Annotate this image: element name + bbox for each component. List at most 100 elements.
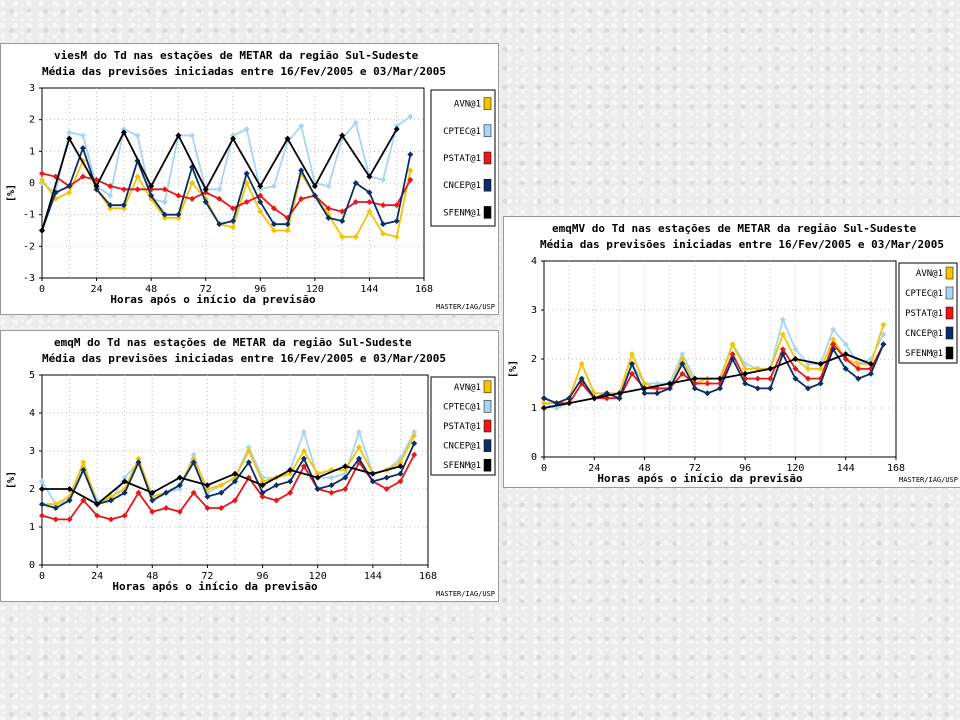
series-line-pstat (41, 454, 416, 521)
data-point-cncep (792, 375, 799, 382)
data-point-cncep (149, 497, 156, 504)
data-point-avn (300, 448, 307, 454)
data-point-cncep (779, 351, 786, 358)
legend-label-sfenm: SFENM@1 (905, 349, 943, 359)
data-point-cncep (654, 390, 661, 397)
data-point-cncep (298, 167, 305, 174)
data-point-cptec (190, 451, 197, 458)
tick-label-x: 168 (887, 463, 905, 474)
data-point-cncep (629, 360, 635, 367)
tick-label-x: 96 (254, 284, 266, 295)
data-point-pstat (216, 195, 223, 202)
tick-label-x: 0 (541, 463, 547, 474)
data-point-cncep (270, 221, 277, 228)
tick-label-x: 24 (91, 571, 103, 582)
chart-subtitle: Média das previsões iniciadas entre 16/F… (42, 352, 446, 365)
data-point-pstat (679, 370, 686, 377)
data-point-avn (352, 233, 359, 240)
data-point-cptec (79, 132, 86, 139)
chart-emqM: emqM do Td nas estações de METAR da regi… (6, 336, 496, 598)
data-point-cncep (342, 474, 349, 481)
data-point-cncep (218, 489, 225, 496)
data-point-avn (817, 365, 824, 372)
data-point-sfenm (39, 227, 45, 234)
data-point-cncep (107, 497, 114, 504)
data-point-pstat (202, 189, 209, 196)
x-axis-label: Horas após o início da previsão (597, 472, 803, 485)
data-point-avn (161, 214, 168, 221)
data-point-pstat (380, 202, 387, 209)
data-point-cncep (328, 482, 335, 489)
tick-label-x: 48 (146, 571, 158, 582)
tick-label-x: 24 (91, 284, 103, 295)
data-point-sfenm (176, 474, 183, 481)
legend-swatch-cncep (483, 439, 492, 452)
data-point-cncep (742, 380, 749, 387)
series-line-avn (41, 158, 412, 238)
data-point-cncep (817, 380, 824, 387)
tick-label-x: 144 (364, 571, 382, 582)
data-point-pstat (39, 170, 45, 177)
data-point-avn (541, 400, 547, 407)
data-point-avn (189, 180, 196, 186)
data-point-cncep (407, 151, 414, 158)
data-point-cncep (541, 395, 547, 402)
data-point-avn (314, 470, 321, 477)
data-point-cncep (383, 474, 390, 481)
tick-label-x: 72 (200, 284, 212, 295)
data-point-pstat (218, 505, 225, 511)
data-point-pstat (230, 205, 236, 212)
data-point-cncep (754, 385, 761, 392)
data-point-cncep (679, 360, 686, 367)
data-point-cptec (216, 186, 223, 193)
data-point-avn (407, 167, 414, 174)
data-point-pstat (411, 451, 418, 458)
tick-label-y: -2 (23, 241, 35, 252)
data-point-cptec (176, 486, 183, 492)
data-point-pstat (629, 370, 635, 377)
data-point-avn (356, 444, 363, 451)
data-point-sfenm (366, 173, 373, 180)
data-point-sfenm (397, 463, 404, 470)
data-point-pstat (339, 208, 346, 215)
data-point-cptec (328, 474, 335, 481)
data-point-sfenm (792, 356, 799, 362)
legend-label-sfenm: SFENM@1 (443, 208, 481, 218)
data-point-avn (175, 214, 182, 221)
data-point-cncep (729, 356, 736, 362)
data-point-cncep (356, 455, 363, 462)
legend-swatch-pstat (945, 306, 954, 320)
data-point-avn (270, 227, 277, 234)
data-point-pstat (121, 512, 128, 519)
data-point-cncep (79, 145, 86, 152)
data-point-pstat (397, 478, 404, 485)
data-point-pstat (107, 183, 114, 190)
data-point-pstat (39, 512, 45, 519)
data-point-cncep (767, 385, 774, 392)
data-point-cptec (120, 126, 127, 133)
tick-label-x: 120 (786, 463, 804, 474)
tick-label-y: 3 (29, 83, 35, 94)
data-point-cptec (243, 126, 250, 133)
legend-label-sfenm: SFENM@1 (443, 461, 481, 471)
chart-panel-viesM: viesM do Td nas estações de METAR da reg… (0, 43, 499, 315)
data-point-cncep (411, 440, 418, 447)
data-point-pstat (767, 375, 774, 382)
data-point-pstat (94, 512, 101, 519)
data-point-cncep (273, 482, 280, 489)
data-point-sfenm (232, 470, 238, 477)
data-point-cncep (107, 202, 114, 209)
credit-label: MASTER/IAG/USP (436, 303, 495, 311)
data-point-cncep (300, 455, 307, 462)
data-point-cncep (855, 375, 862, 382)
data-point-avn (259, 478, 266, 485)
legend-swatch-pstat (483, 151, 492, 165)
data-point-cptec (230, 132, 236, 139)
data-point-pstat (52, 516, 59, 523)
data-point-cncep (867, 370, 874, 377)
chart-title: emqM do Td nas estações de METAR da regi… (54, 336, 412, 349)
data-point-sfenm (175, 132, 182, 139)
tick-label-y: 5 (29, 370, 35, 381)
data-point-pstat (328, 489, 335, 496)
data-point-cptec (66, 129, 73, 136)
